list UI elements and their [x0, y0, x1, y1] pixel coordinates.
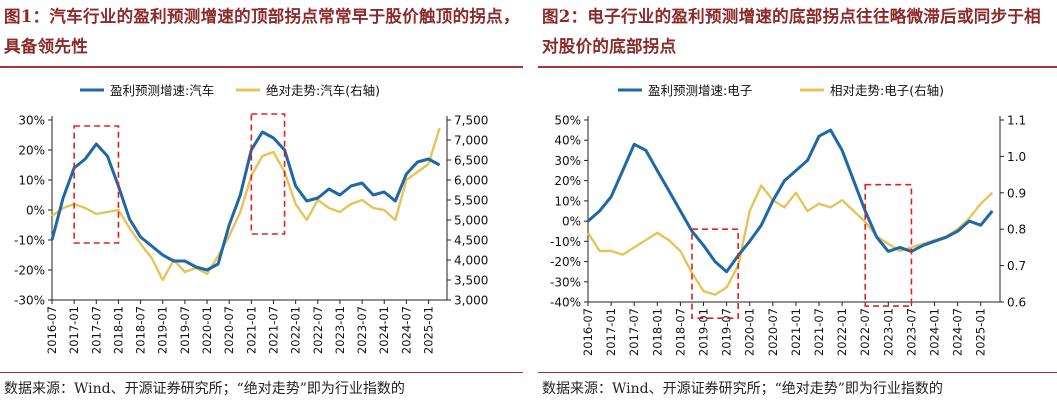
x-tick-label: 2023-01 — [881, 308, 895, 356]
y-left-tick-label: -20% — [550, 255, 581, 269]
x-tick-label: 2022-07 — [858, 308, 872, 356]
x-tick-label: 2024-07 — [399, 306, 413, 354]
y-left-tick-label: 30% — [554, 154, 581, 168]
x-tick-label: 2025-01 — [422, 306, 436, 354]
x-tick-label: 2017-07 — [89, 306, 103, 354]
legend-label: 盈利预测增速:电子 — [648, 83, 752, 98]
y-right-tick-label: 3,000 — [454, 294, 488, 308]
y-left-tick-label: -40% — [550, 296, 581, 310]
x-tick-label: 2023-07 — [904, 308, 918, 356]
y-right-tick-label: 1.0 — [1007, 150, 1026, 164]
y-right-tick-label: 0.6 — [1007, 296, 1026, 310]
x-tick-label: 2021-01 — [244, 306, 258, 354]
series-line-right — [586, 184, 994, 296]
legend-label: 绝对走势:汽车(右轴) — [266, 83, 380, 98]
y-left-tick-label: -10% — [550, 235, 581, 249]
y-right-tick-label: 4,500 — [454, 234, 488, 248]
x-tick-label: 2024-07 — [951, 308, 965, 356]
x-tick-label: 2023-01 — [333, 306, 347, 354]
y-right-tick-label: 4,000 — [454, 254, 488, 268]
y-left-tick-label: 0% — [562, 215, 581, 229]
y-right-tick-label: 0.7 — [1007, 259, 1026, 273]
y-right-tick-label: 6,500 — [454, 154, 488, 168]
x-tick-label: 2019-01 — [156, 306, 170, 354]
y-right-tick-label: 5,000 — [454, 214, 488, 228]
y-left-tick-label: 50% — [554, 114, 581, 128]
x-tick-label: 2016-07 — [581, 308, 595, 356]
x-tick-label: 2020-01 — [200, 306, 214, 354]
y-left-tick-label: -30% — [14, 294, 45, 308]
x-tick-label: 2024-01 — [928, 308, 942, 356]
y-left-tick-label: -10% — [14, 234, 45, 248]
y-right-tick-label: 7,500 — [454, 114, 488, 128]
figure-title: 图1：汽车行业的盈利预测增速的顶部拐点常常早于股价触顶的拐点，具备领先性 — [4, 7, 520, 56]
panel-electronics-chart: 图2：电子行业的盈利预测增速的底部拐点往往略微滞后或同步于相对股价的底部拐点 盈… — [538, 0, 1057, 406]
x-tick-label: 2021-07 — [812, 308, 826, 356]
y-left-tick-label: 30% — [18, 114, 45, 128]
y-left-tick-label: 10% — [554, 194, 581, 208]
x-tick-label: 2016-07 — [45, 306, 59, 354]
figure-title: 图2：电子行业的盈利预测增速的底部拐点往往略微滞后或同步于相对股价的底部拐点 — [542, 7, 1041, 56]
x-tick-label: 2019-07 — [178, 306, 192, 354]
legend-label: 相对走势:电子(右轴) — [830, 83, 944, 98]
series-line-left — [587, 128, 994, 274]
y-left-tick-label: 20% — [554, 174, 581, 188]
highlight-box — [250, 113, 286, 235]
x-tick-label: 2018-01 — [111, 306, 125, 354]
title-divider — [0, 66, 523, 68]
x-tick-label: 2017-01 — [604, 308, 618, 356]
legend-label: 盈利预测增速:汽车 — [110, 83, 214, 98]
y-left-tick-label: 40% — [554, 134, 581, 148]
auto-earnings-chart: 盈利预测增速:汽车 绝对走势:汽车(右轴) -30% -20% -10% 0% 10% 20%… — [14, 83, 488, 354]
panel-auto-chart: 图1：汽车行业的盈利预测增速的顶部拐点常常早于股价触顶的拐点，具备领先性 盈利预… — [0, 0, 523, 406]
x-tick-label: 2022-01 — [835, 308, 849, 356]
source-note: 数据来源：Wind、开源证券研究所；“绝对走势”即为行业指数的 — [4, 381, 405, 397]
x-tick-label: 2024-01 — [377, 306, 391, 354]
highlight-box — [691, 228, 739, 319]
x-tick-label: 2020-01 — [743, 308, 757, 356]
y-left-tick-label: 0% — [26, 204, 45, 218]
x-tick-label: 2021-07 — [266, 306, 280, 354]
series-line-left — [50, 130, 441, 272]
x-tick-label: 2017-07 — [627, 308, 641, 356]
x-tick-label: 2018-01 — [650, 308, 664, 356]
x-tick-label: 2022-01 — [289, 306, 303, 354]
x-tick-label: 2019-07 — [720, 308, 734, 356]
x-tick-label: 2017-01 — [67, 306, 81, 354]
y-right-tick-label: 6,000 — [454, 174, 488, 188]
y-right-tick-label: 1.1 — [1007, 114, 1026, 128]
x-tick-label: 2025-01 — [974, 308, 988, 356]
source-note: 数据来源：Wind、开源证券研究所；“绝对走势”即为行业指数的 — [542, 381, 943, 397]
y-right-tick-label: 0.8 — [1007, 223, 1026, 237]
source-divider — [538, 372, 1057, 373]
x-tick-label: 2022-07 — [311, 306, 325, 354]
y-right-tick-label: 5,500 — [454, 194, 488, 208]
x-tick-label: 2020-07 — [222, 306, 236, 354]
y-left-tick-label: 20% — [18, 144, 45, 158]
x-tick-label: 2018-07 — [673, 308, 687, 356]
electronics-earnings-chart: 盈利预测增速:电子 相对走势:电子(右轴) -40% -30% -20% -10% 0% 10… — [550, 83, 1026, 356]
y-left-tick-label: 10% — [18, 174, 45, 188]
x-tick-label: 2021-01 — [789, 308, 803, 356]
highlight-box — [73, 125, 120, 244]
x-tick-label: 2019-01 — [697, 308, 711, 356]
highlight-box — [864, 183, 913, 307]
y-right-tick-label: 3,500 — [454, 274, 488, 288]
y-right-tick-label: 7,000 — [454, 134, 488, 148]
source-divider — [0, 372, 523, 373]
series-line-right — [51, 127, 441, 282]
x-tick-label: 2023-07 — [355, 306, 369, 354]
x-tick-label: 2020-07 — [766, 308, 780, 356]
x-tick-label: 2018-07 — [134, 306, 148, 354]
y-left-tick-label: -20% — [14, 264, 45, 278]
title-divider — [538, 66, 1057, 68]
y-right-tick-label: 0.9 — [1007, 186, 1026, 200]
y-left-tick-label: -30% — [550, 275, 581, 289]
